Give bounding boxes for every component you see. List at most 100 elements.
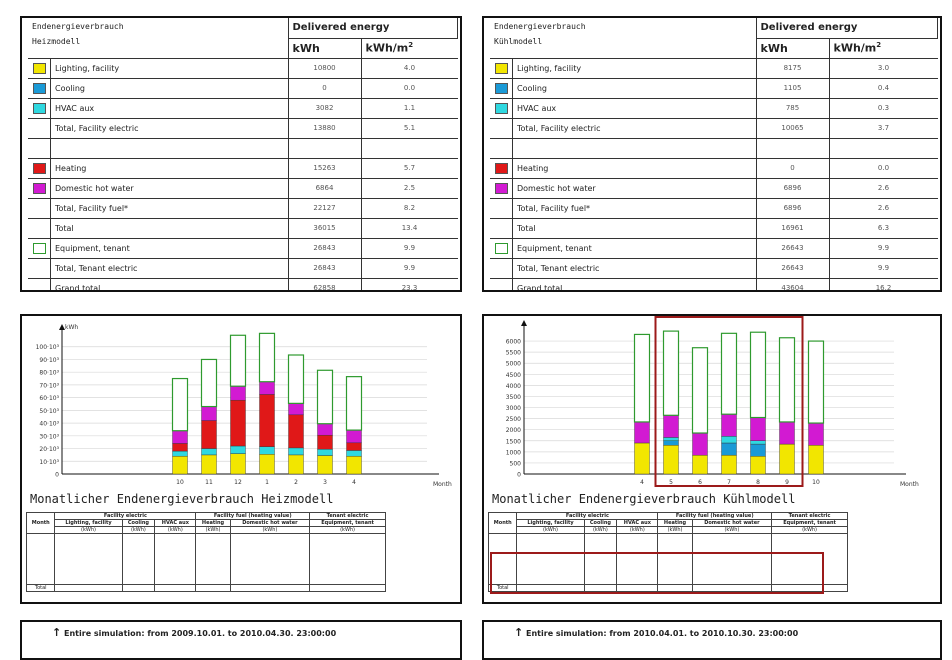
bar-segment: [346, 450, 362, 457]
legend-swatch-cell: [28, 177, 51, 199]
row-kwh-value: 1105: [755, 77, 830, 99]
y-tick-label: 40·10³: [39, 421, 59, 428]
row-kwh-value: 26843: [287, 237, 362, 259]
bar-segment: [230, 399, 246, 447]
row-label: Lighting, facility: [50, 57, 289, 79]
y-tick-label: 6000: [506, 339, 521, 346]
left-mini-col-hvac: HVAC aux: [154, 519, 197, 527]
right-mini-col-equipment: Equipment, tenant: [771, 519, 848, 527]
row-kwh-value: 785: [755, 97, 830, 119]
left-mini-unit: (kWh): [309, 526, 386, 534]
left-chart-panel: 0 10·10³ 20·10³ 30·10³ 40·10³ 50·10³ 60·10³ 70·…: [20, 314, 462, 604]
x-tick-label: 4: [640, 479, 644, 486]
bar-segment: [663, 415, 679, 438]
y-tick-label: 4500: [506, 372, 521, 379]
legend-swatch-cell: [28, 157, 51, 179]
bar-segment: [259, 381, 275, 395]
bar-segment: [259, 394, 275, 447]
bar-segment: [317, 434, 333, 450]
y-tick-label: 500: [510, 460, 522, 467]
left-table-title: Endenergieverbrauch Heizmodell: [28, 18, 289, 59]
bar-segment: [750, 440, 766, 445]
right-table-body: Lighting, facility 8175 3.0 Cooling 1105 0.4 H…: [490, 57, 938, 290]
right-simulation-text: Entire simulation: from 2010.04.01. to 2…: [526, 629, 799, 638]
right-mini-month-header: Month: [487, 512, 518, 534]
table-row: HVAC aux 3082 1.1: [28, 97, 458, 119]
y-axis-arrow-icon: [59, 324, 65, 330]
bar-segment: [779, 443, 795, 475]
legend-swatch-cell: [28, 77, 51, 99]
table-row: Total 16961 6.3: [490, 217, 938, 239]
legend-swatch-icon: [494, 242, 508, 254]
row-kwhm2-value: 5.1: [360, 117, 458, 139]
legend-swatch-cell: [28, 97, 51, 119]
row-kwh-value: 43604: [755, 277, 830, 290]
left-col-group-header: Delivered energy: [287, 18, 458, 39]
left-mini-col-heating: Heating: [195, 519, 231, 527]
left-title-line2: Heizmodell: [32, 37, 81, 46]
table-row: Total, Facility fuel* 22127 8.2: [28, 197, 458, 219]
table-row: Equipment, tenant 26643 9.9: [490, 237, 938, 259]
bar-segment: [229, 334, 247, 387]
y-tick-label: 3000: [506, 405, 521, 412]
bar-segment: [317, 455, 333, 475]
row-kwh-value: 36015: [287, 217, 362, 239]
row-kwhm2-value: 0.3: [828, 97, 938, 119]
bar-segment: [230, 445, 246, 454]
bar-segment: [721, 442, 737, 456]
left-mini-unit: (kWh): [195, 526, 231, 534]
left-mini-col-lighting: Lighting, facility: [54, 519, 123, 527]
bar-segment: [633, 333, 651, 423]
x-tick-label: 10: [812, 479, 820, 486]
table-row: Total, Facility fuel* 6896 2.6: [490, 197, 938, 219]
bar-segment: [779, 421, 795, 445]
bar-segment: [201, 406, 217, 421]
right-mini-group-fe: Facility electric: [516, 512, 659, 520]
row-label: Cooling: [512, 77, 757, 99]
right-chart-caption: Monatlicher Endenergieverbrauch Kühlmode…: [492, 492, 796, 506]
right-mini-unit: (kWh): [516, 526, 585, 534]
right-chart-panel: 0 500 1000 1500 2000 2500 3000 3500 4000 4500 5000…: [482, 314, 942, 604]
legend-swatch-cell: [490, 157, 513, 179]
row-label: Grand total: [512, 277, 757, 290]
table-row: Domestic hot water 6864 2.5: [28, 177, 458, 199]
right-table-title: Endenergieverbrauch Kühlmodell: [490, 18, 757, 59]
row-kwh-value: 10065: [755, 117, 830, 139]
bar-segment: [750, 456, 766, 475]
row-kwh-value: 6864: [287, 177, 362, 199]
row-label: Lighting, facility: [512, 57, 757, 79]
row-kwhm2-value: 1.1: [360, 97, 458, 119]
legend-swatch-icon: [32, 102, 46, 114]
row-label: Total, Facility fuel*: [512, 197, 757, 219]
bar-segment: [662, 330, 680, 416]
legend-swatch-cell: [490, 117, 513, 139]
left-mini-unit: (kWh): [54, 526, 123, 534]
row-label: Total, Facility electric: [512, 117, 757, 139]
row-kwhm2-value: 6.3: [828, 217, 938, 239]
row-label: Cooling: [50, 77, 289, 99]
legend-swatch-icon: [494, 182, 508, 194]
x-tick-label: 1: [265, 479, 269, 486]
legend-swatch-cell: [28, 117, 51, 139]
legend-swatch-cell: [490, 237, 513, 259]
x-tick-label: 11: [205, 479, 213, 486]
x-tick-label: 3: [323, 479, 327, 486]
right-monthly-table: Month Facility electric Facility fuel (h…: [487, 512, 848, 592]
legend-swatch-icon: [32, 242, 46, 254]
row-kwhm2-value: 13.4: [360, 217, 458, 239]
bar-segment: [258, 332, 276, 383]
row-label: Equipment, tenant: [512, 237, 757, 259]
bar-segment: [259, 446, 275, 455]
bar-segment: [721, 436, 737, 444]
row-kwhm2-value: 4.0: [360, 57, 458, 79]
row-kwhm2-value: 9.9: [828, 257, 938, 279]
right-energy-table-panel: Endenergieverbrauch Kühlmodell Delivered…: [482, 16, 942, 292]
right-mini-unit: (kWh): [691, 526, 773, 534]
row-label: HVAC aux: [50, 97, 289, 119]
left-mini-total: Total: [25, 584, 56, 592]
left-mini-month-header: Month: [25, 512, 56, 534]
legend-swatch-icon: [494, 162, 508, 174]
row-kwh-value: 62858: [287, 277, 362, 290]
bar-segment: [230, 385, 246, 401]
y-tick-label: 1500: [506, 438, 521, 445]
